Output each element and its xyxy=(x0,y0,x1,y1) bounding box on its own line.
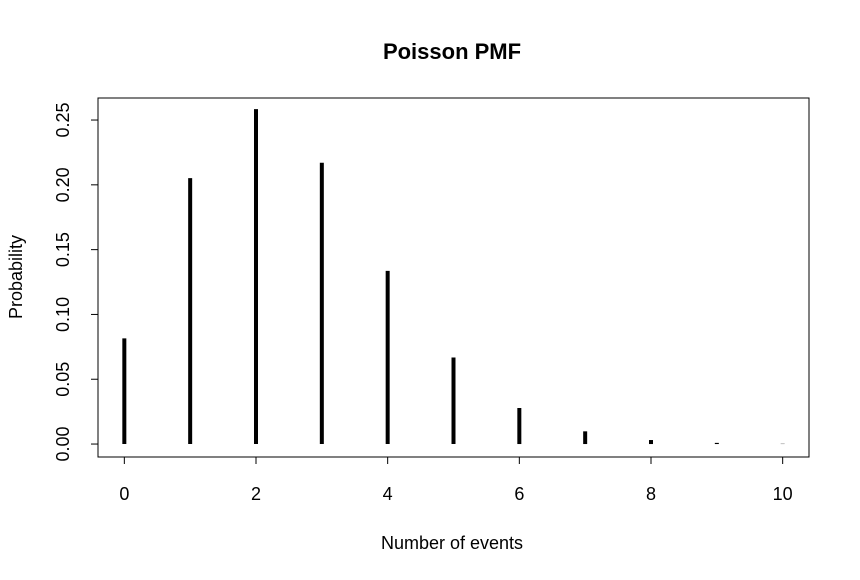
x-tick-label-6: 6 xyxy=(514,484,524,504)
y-tick-label-0: 0.00 xyxy=(53,427,73,462)
x-tick-label-8: 8 xyxy=(646,484,656,504)
x-tick-label-10: 10 xyxy=(773,484,793,504)
y-tick-label-3: 0.15 xyxy=(53,232,73,267)
y-axis-label: Probability xyxy=(6,235,26,319)
x-tick-label-4: 4 xyxy=(383,484,393,504)
y-tick-label-2: 0.10 xyxy=(53,297,73,332)
chart-title: Poisson PMF xyxy=(383,39,521,64)
y-tick-label-1: 0.05 xyxy=(53,362,73,397)
x-tick-label-2: 2 xyxy=(251,484,261,504)
y-tick-label-5: 0.25 xyxy=(53,103,73,138)
y-tick-label-4: 0.20 xyxy=(53,167,73,202)
x-tick-label-0: 0 xyxy=(119,484,129,504)
x-axis-label: Number of events xyxy=(381,533,523,553)
plot-area: 0 2 4 6 8 10 0.00 0.05 0.10 0.15 0.20 0.25 xyxy=(53,97,810,504)
